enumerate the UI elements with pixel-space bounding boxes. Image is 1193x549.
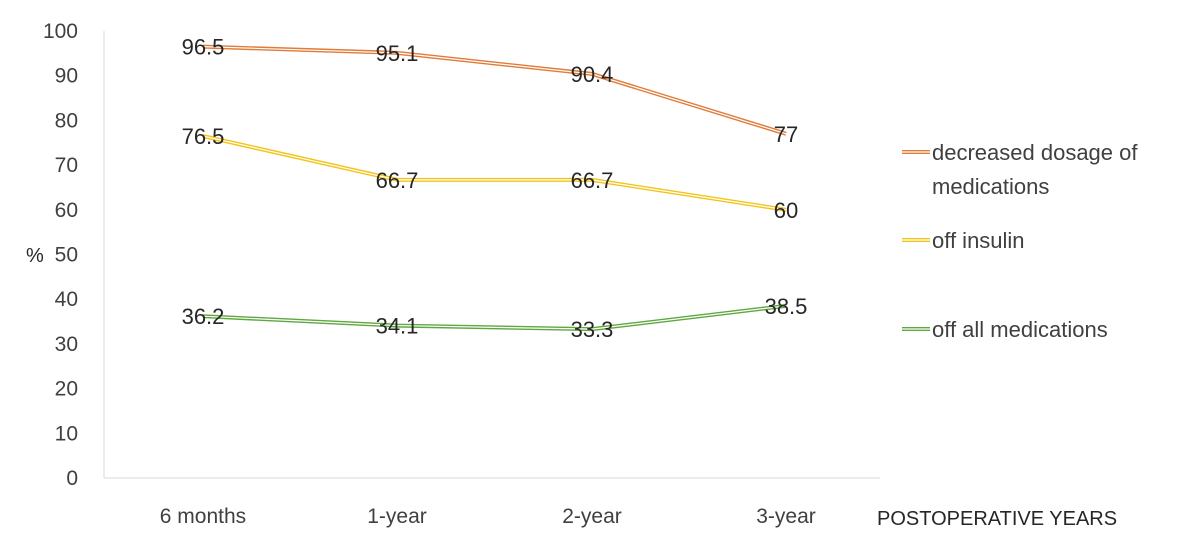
series-line-highlight [202, 135, 787, 211]
legend-label: off all medications [932, 317, 1108, 342]
data-label: 60 [774, 198, 798, 223]
data-label: 66.7 [571, 168, 614, 193]
legend-label: medications [932, 174, 1049, 199]
y-tick-label: 40 [55, 288, 78, 311]
x-tick-label: 1-year [367, 505, 427, 528]
y-tick-label: 0 [66, 467, 78, 490]
data-label: 76.5 [182, 124, 225, 149]
series-line-stroke [202, 303, 787, 332]
series-line-stroke [202, 44, 787, 136]
data-label: 36.2 [182, 304, 225, 329]
y-tick-label: 10 [55, 422, 78, 445]
legend-item: off insulin [902, 228, 1025, 253]
x-axis: 6 months 1-year 2-year 3-year [104, 477, 880, 528]
data-label: 77 [774, 122, 798, 147]
x-tick-label: 2-year [562, 505, 622, 528]
series-line-stroke [202, 134, 787, 212]
y-axis-title: % [26, 245, 44, 267]
y-tick-label: 20 [55, 378, 78, 401]
data-labels: 96.5 95.1 90.4 77 76.5 66.7 66.7 60 36.2 34.1 33.3… [182, 35, 808, 343]
data-label: 66.7 [376, 168, 419, 193]
series-line-highlight [202, 46, 787, 135]
data-label: 33.3 [571, 317, 614, 342]
series-line [202, 134, 787, 212]
x-tick-label: 6 months [160, 505, 246, 528]
data-label: 95.1 [376, 41, 419, 66]
data-label: 96.5 [182, 35, 225, 60]
x-tick-label: 3-year [756, 505, 816, 528]
y-tick-label: 30 [55, 333, 78, 356]
y-axis: 0 10 20 30 40 50 60 70 80 90 100 [43, 20, 105, 490]
y-tick-label: 80 [55, 109, 78, 132]
series-line [202, 303, 787, 332]
y-tick-label: 90 [55, 65, 78, 88]
x-axis-title: POSTOPERATIVE YEARS [877, 508, 1117, 530]
series-line [202, 44, 787, 136]
legend-item: off all medications [902, 317, 1108, 342]
legend-item: decreased dosage of medications [902, 140, 1138, 199]
data-label: 90.4 [571, 62, 614, 87]
y-tick-label: 100 [43, 20, 78, 43]
y-tick-label: 60 [55, 199, 78, 222]
legend: decreased dosage of medications off insuli… [902, 140, 1138, 342]
y-tick-label: 50 [55, 244, 78, 267]
y-tick-label: 70 [55, 154, 78, 177]
data-label: 38.5 [765, 294, 808, 319]
legend-label: decreased dosage of [932, 140, 1138, 165]
series-layer [202, 44, 787, 332]
legend-label: off insulin [932, 228, 1025, 253]
data-label: 34.1 [376, 314, 419, 339]
series-line-highlight [202, 305, 787, 330]
